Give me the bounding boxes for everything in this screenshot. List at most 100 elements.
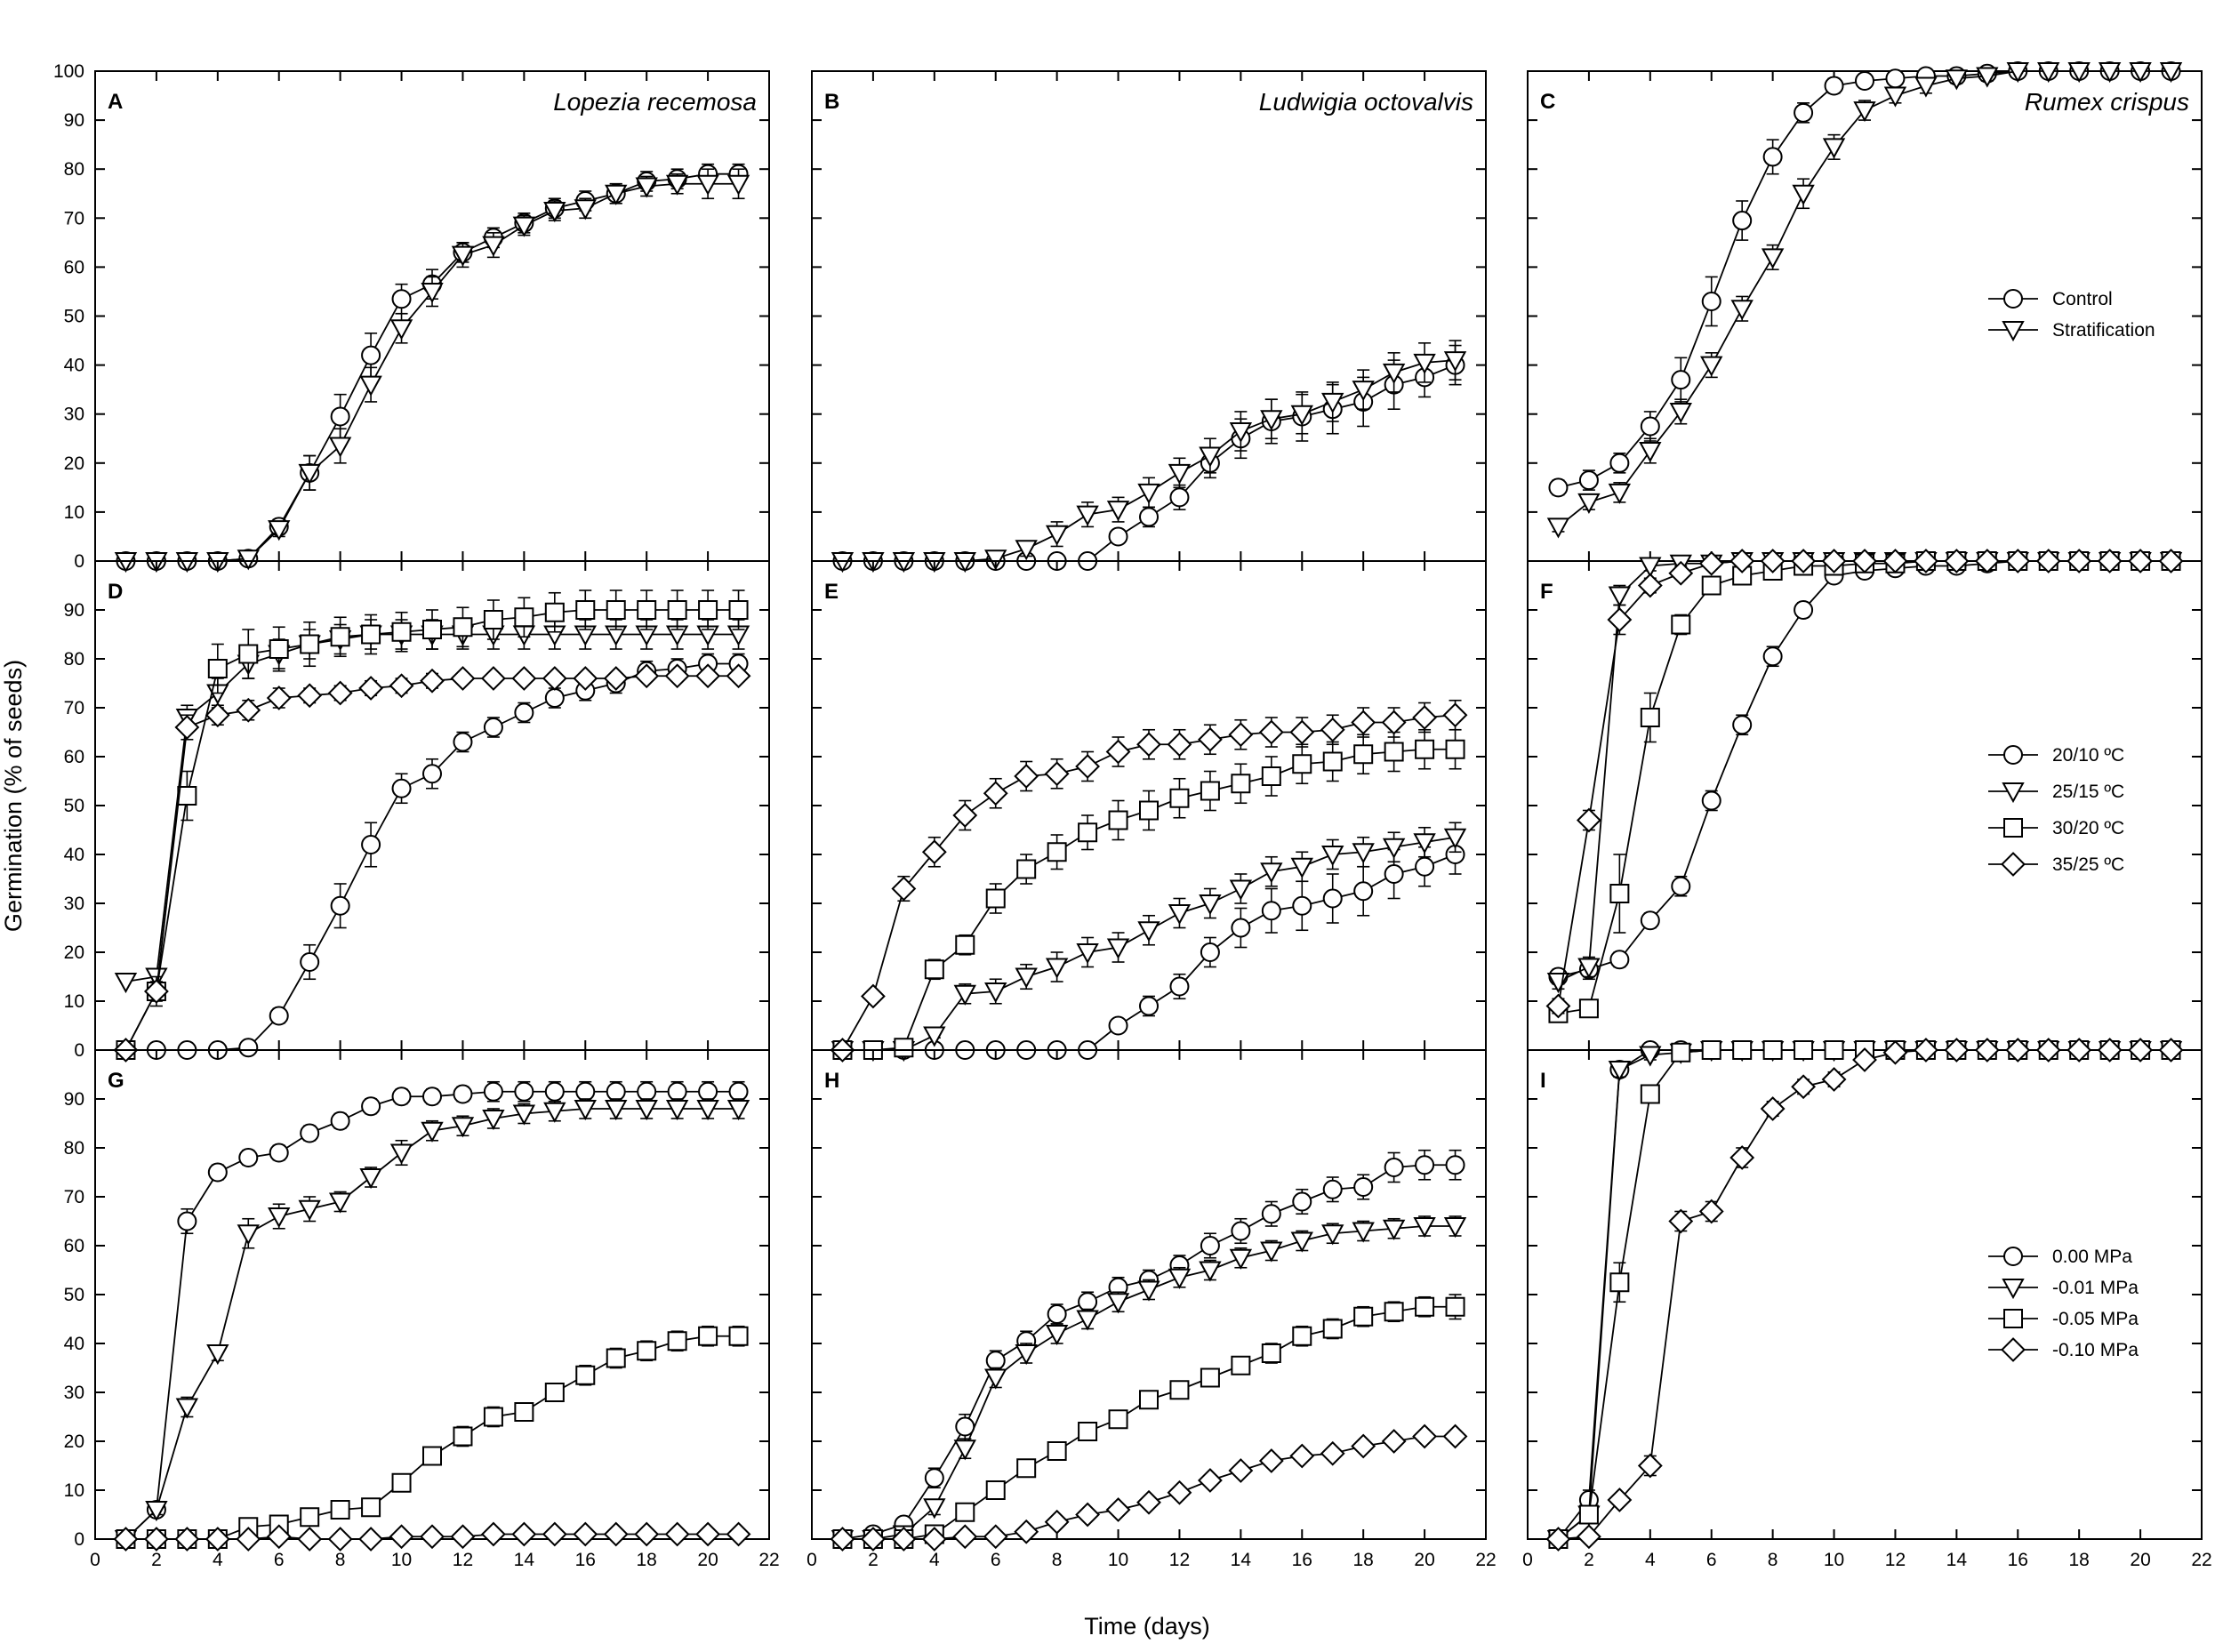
panel-letter: A xyxy=(108,90,123,114)
data-point xyxy=(330,895,350,916)
data-point xyxy=(361,1497,381,1518)
data-point xyxy=(512,1104,536,1126)
y-tick-label: 70 xyxy=(64,1187,84,1207)
data-point xyxy=(1015,1344,1038,1366)
data-point xyxy=(175,1398,199,1419)
data-point xyxy=(1105,1497,1131,1522)
data-point xyxy=(1169,1380,1190,1400)
data-point xyxy=(575,600,596,620)
data-point xyxy=(1701,575,1721,596)
data-point xyxy=(1289,719,1315,745)
data-point xyxy=(512,216,536,237)
x-tick-label: 0 xyxy=(1522,1550,1533,1570)
data-point xyxy=(389,319,413,341)
data-point xyxy=(1352,381,1375,402)
data-point xyxy=(1546,517,1570,539)
data-point xyxy=(1637,1453,1663,1479)
data-point xyxy=(327,680,353,706)
data-point xyxy=(174,715,200,740)
legend-stratification: Control Stratification xyxy=(1988,289,2155,342)
data-point xyxy=(2035,549,2061,573)
data-point xyxy=(1076,1310,1099,1331)
data-point xyxy=(451,245,475,267)
data-point xyxy=(1320,717,1345,742)
data-point xyxy=(391,778,412,798)
x-tick-label: 10 xyxy=(1824,1550,1844,1570)
series xyxy=(114,1098,750,1552)
x-tick-label: 16 xyxy=(1292,1550,1312,1570)
series xyxy=(831,822,1467,1063)
data-point xyxy=(637,1341,657,1361)
series xyxy=(1545,549,2184,1019)
data-point xyxy=(860,1527,886,1552)
y-tick-label: 60 xyxy=(64,1236,84,1256)
data-point xyxy=(1382,838,1406,859)
data-point xyxy=(206,1344,229,1366)
data-point xyxy=(634,663,660,689)
data-point xyxy=(1577,493,1601,514)
data-point xyxy=(1760,549,1786,573)
data-point xyxy=(1137,483,1160,504)
data-point xyxy=(2037,62,2060,84)
data-point xyxy=(2158,1038,2184,1063)
data-point xyxy=(174,1527,200,1552)
data-point xyxy=(330,406,350,427)
data-point xyxy=(511,1521,537,1547)
data-point xyxy=(1321,392,1344,414)
x-tick-label: 20 xyxy=(1414,1550,1434,1570)
data-point xyxy=(1698,1199,1724,1224)
x-tick-label: 12 xyxy=(453,1550,473,1570)
data-point xyxy=(1732,1040,1753,1060)
data-point xyxy=(298,463,321,485)
data-point xyxy=(1320,1440,1345,1466)
data-point xyxy=(266,1524,292,1550)
panel-letter: I xyxy=(1540,1069,1546,1093)
data-point xyxy=(237,549,260,571)
data-point xyxy=(1078,822,1098,843)
panel-b: B Ludwigia octovalvis xyxy=(811,70,1487,573)
data-point xyxy=(1732,211,1753,231)
data-point xyxy=(1913,549,1938,573)
data-point xyxy=(1353,744,1374,765)
data-point xyxy=(514,607,534,628)
panel-letter: G xyxy=(108,1069,124,1093)
data-point xyxy=(1108,1015,1128,1036)
data-point xyxy=(1824,76,1844,96)
data-point xyxy=(605,184,628,205)
legend-label: -0.10 MPa xyxy=(2052,1340,2139,1360)
data-point xyxy=(695,1521,721,1547)
data-point xyxy=(1014,764,1039,789)
data-point xyxy=(143,979,169,1004)
data-point xyxy=(480,1521,506,1547)
data-point xyxy=(389,1524,414,1550)
y-tick-label: 0 xyxy=(74,1529,84,1550)
data-point xyxy=(924,1468,944,1488)
data-point xyxy=(1044,761,1070,787)
data-point xyxy=(924,959,944,980)
y-tick-label: 0 xyxy=(74,551,84,572)
y-tick-label: 60 xyxy=(64,257,84,277)
y-tick-label: 90 xyxy=(64,1089,84,1110)
data-point xyxy=(1548,477,1569,498)
data-point xyxy=(1076,943,1099,965)
data-point xyxy=(635,1100,658,1121)
data-point xyxy=(1136,1489,1161,1515)
panel-letter: E xyxy=(824,580,839,604)
species-name: Lopezia recemosa xyxy=(553,88,757,116)
data-point xyxy=(1974,549,2000,573)
data-point xyxy=(1671,614,1691,635)
data-point xyxy=(1137,921,1160,942)
data-point xyxy=(453,1084,473,1104)
data-point xyxy=(300,634,320,654)
y-tick-label: 40 xyxy=(64,845,84,865)
series xyxy=(831,340,1467,573)
legend-water-potential: 0.00 MPa -0.01 MPa -0.05 MPa -0.10 MPa xyxy=(1988,1247,2139,1362)
data-point xyxy=(1944,549,1970,573)
data-point xyxy=(1321,1224,1344,1246)
data-point xyxy=(1730,300,1754,321)
data-point xyxy=(1231,1355,1251,1375)
panel-letter: B xyxy=(824,90,839,114)
series xyxy=(116,589,749,1060)
data-point xyxy=(1353,1306,1374,1327)
